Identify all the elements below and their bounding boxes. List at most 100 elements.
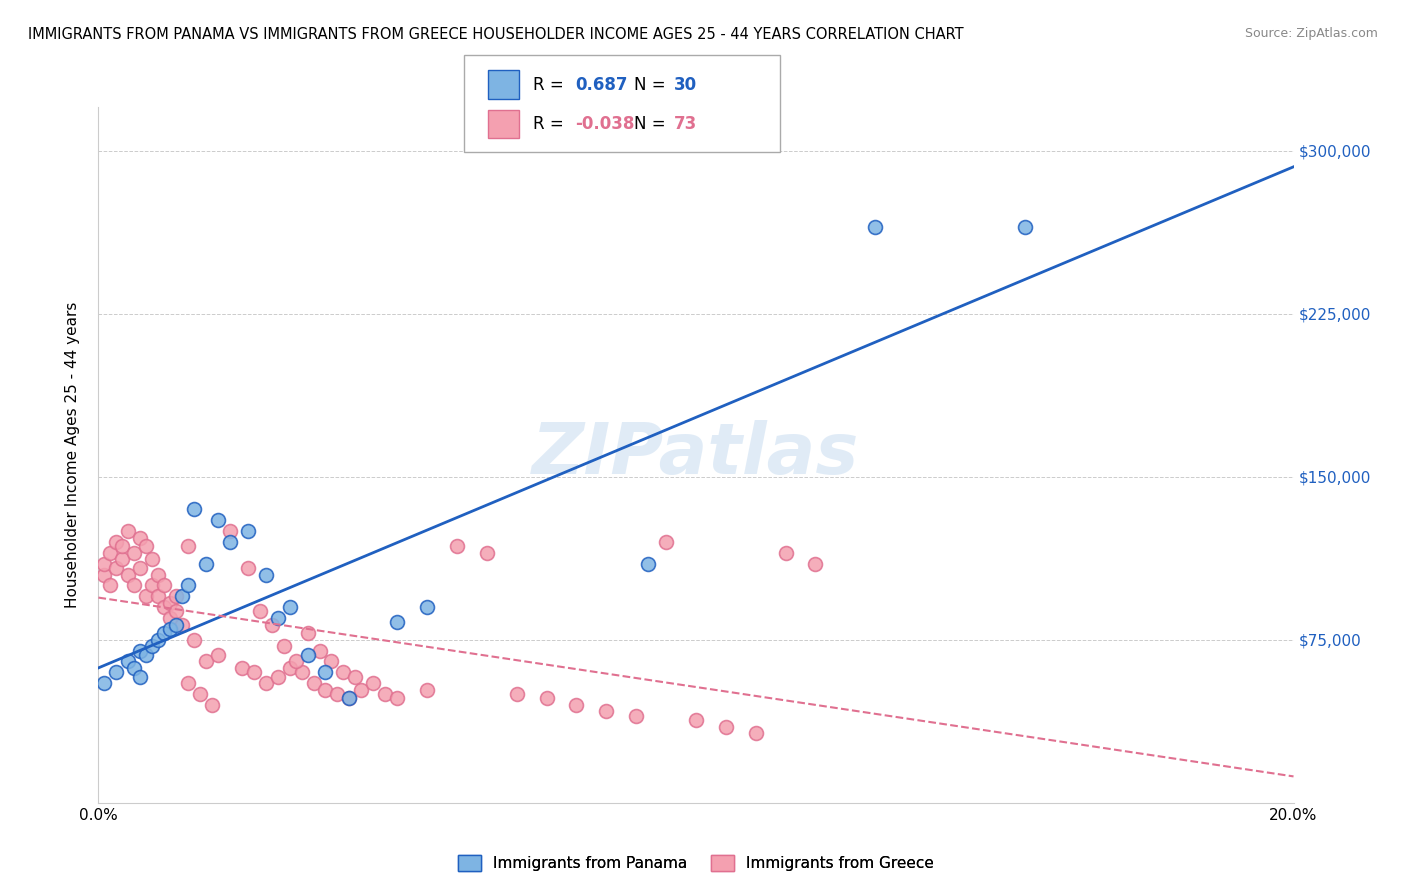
Point [321,655,343,669]
Point [350,682,373,697]
Text: N =: N = [634,76,671,94]
Point [111,539,134,553]
Point [565,698,588,712]
Point [416,682,439,697]
Point [231,661,253,675]
Point [284,655,307,669]
Point [111,552,134,566]
Text: ZIPatlas: ZIPatlas [533,420,859,490]
Point [344,670,367,684]
Point [326,687,349,701]
Point [153,578,176,592]
Point [148,567,170,582]
Point [177,676,200,690]
Point [297,648,319,662]
Point [153,600,176,615]
Point [745,726,768,740]
Point [117,567,139,582]
Text: IMMIGRANTS FROM PANAMA VS IMMIGRANTS FROM GREECE HOUSEHOLDER INCOME AGES 25 - 44: IMMIGRANTS FROM PANAMA VS IMMIGRANTS FRO… [28,27,963,42]
Point [100,578,122,592]
Point [219,524,242,538]
Text: N =: N = [634,115,671,133]
Point [177,578,200,592]
Point [267,670,290,684]
Point [117,524,139,538]
Point [655,535,678,549]
Point [339,691,360,706]
Point [124,546,146,560]
Point [506,687,529,701]
Point [385,691,409,706]
Y-axis label: Householder Income Ages 25 - 44 years: Householder Income Ages 25 - 44 years [65,301,80,608]
Point [775,546,797,560]
Point [637,557,659,571]
Text: -0.038: -0.038 [575,115,634,133]
Point [93,676,115,690]
Point [475,546,498,560]
Point [201,698,224,712]
Point [273,639,295,653]
Point [124,661,146,675]
Point [135,589,157,603]
Point [188,687,211,701]
Point [446,539,468,553]
Point [714,720,737,734]
Point [207,513,229,527]
Point [165,617,187,632]
Point [315,682,337,697]
Point [595,705,617,719]
Point [385,615,409,630]
Point [135,539,157,553]
Point [865,219,887,234]
Point [141,578,163,592]
Point [195,655,218,669]
Point [302,676,325,690]
Point [236,524,259,538]
Point [141,639,163,653]
Point [297,626,319,640]
Point [291,665,314,680]
Point [129,561,152,575]
Point [183,502,205,516]
Point [165,589,187,603]
Point [254,676,277,690]
Point [105,535,128,549]
Point [159,622,181,636]
Point [135,648,157,662]
Point [278,600,301,615]
Point [685,713,707,727]
Point [1014,219,1036,234]
Point [219,535,242,549]
Point [129,670,152,684]
Point [93,557,115,571]
Point [159,596,181,610]
Point [195,557,218,571]
Text: Source: ZipAtlas.com: Source: ZipAtlas.com [1244,27,1378,40]
Point [183,632,205,647]
Point [267,611,290,625]
Point [332,665,354,680]
Point [129,531,152,545]
Point [626,708,648,723]
Point [374,687,396,701]
Text: 30: 30 [673,76,696,94]
Point [148,589,170,603]
Point [416,600,439,615]
Point [165,605,187,619]
Point [339,691,360,706]
Point [315,665,337,680]
Point [207,648,229,662]
Point [124,578,146,592]
Point [100,546,122,560]
Point [129,643,152,657]
Point [159,611,181,625]
Point [243,665,266,680]
Point [177,539,200,553]
Point [93,567,115,582]
Point [260,617,283,632]
Point [105,561,128,575]
Point [249,605,271,619]
Point [153,626,176,640]
Text: R =: R = [533,115,569,133]
Point [236,561,259,575]
